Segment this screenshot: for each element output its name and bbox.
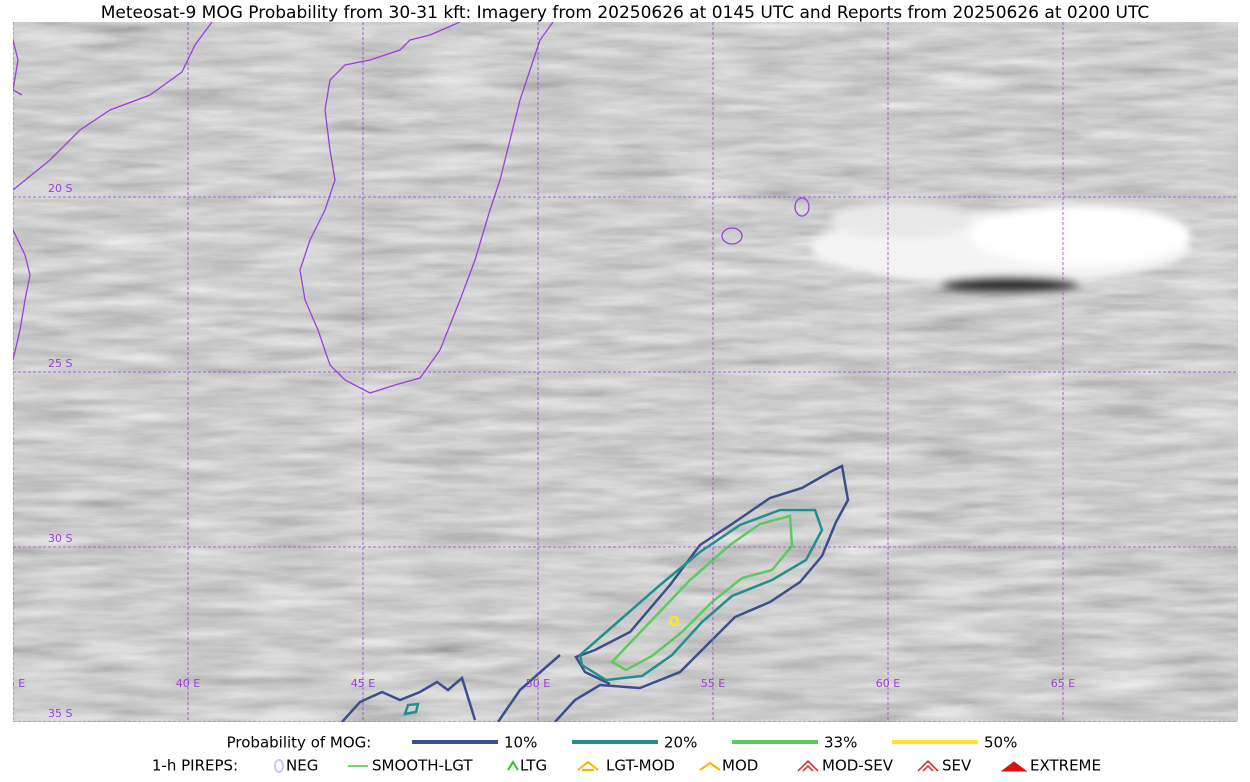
legend-label: SEV [942, 757, 972, 775]
island [721, 227, 743, 245]
contour [609, 514, 794, 672]
lon-label: 35 E [1, 677, 25, 690]
lon-label: 40 E [176, 677, 200, 690]
lon-label: 50 E [526, 677, 550, 690]
lon-label: 55 E [701, 677, 725, 690]
map: 35 E 40 E 45 E 50 E 55 E 60 E 65 E 20 S 25 S 30 S… [1, 22, 1238, 722]
legend-icon [1000, 761, 1028, 772]
contour [554, 464, 850, 722]
legend-label: NEG [286, 757, 318, 775]
contour [403, 702, 420, 716]
graticule: 35 E 40 E 45 E 50 E 55 E 60 E 65 E 20 S 25 S 30 S… [1, 22, 1238, 722]
africa-coast [13, 39, 23, 96]
lat-label: 20 S [48, 182, 72, 195]
legend-label: 10% [504, 734, 537, 752]
legend-icon [577, 760, 599, 771]
legend-title: Probability of MOG: [227, 734, 372, 752]
legend-icon [917, 759, 939, 772]
legend-label: 33% [824, 734, 857, 752]
africa-coast [13, 229, 31, 361]
legend-label: MOD-SEV [822, 757, 894, 775]
legend-icon [507, 760, 519, 771]
legend-title: 1-h PIREPS: [152, 757, 238, 775]
lon-label: 45 E [351, 677, 375, 690]
legend-icon [274, 759, 284, 773]
legend-label: LTG [520, 757, 547, 775]
lat-label: 35 S [48, 707, 72, 720]
legend-label: EXTREME [1030, 757, 1101, 775]
legend-label: 50% [984, 734, 1017, 752]
island [794, 197, 810, 217]
legend-icon [797, 759, 819, 772]
contours [341, 464, 850, 722]
contour [341, 675, 477, 722]
contour [496, 654, 561, 722]
madagascar-coast [299, 22, 554, 394]
lat-label: 25 S [48, 357, 72, 370]
lat-label: 30 S [48, 532, 72, 545]
lon-label: 60 E [876, 677, 900, 690]
legend-icon [699, 761, 721, 771]
lon-label: 65 E [1051, 677, 1075, 690]
contour [578, 508, 824, 682]
africa-coast [13, 22, 213, 191]
cloud [810, 202, 1190, 292]
contour [668, 615, 680, 627]
legend-label: MOD [722, 757, 758, 775]
legend-label: LGT-MOD [606, 757, 675, 775]
title: Meteosat-9 MOG Probability from 30-31 kf… [101, 3, 1150, 23]
legend-label: 20% [664, 734, 697, 752]
legend-label: SMOOTH-LGT [372, 757, 473, 775]
legend: Probability of MOG: 10% 20% 33% 50% 1-h PIREP… [152, 734, 1101, 775]
